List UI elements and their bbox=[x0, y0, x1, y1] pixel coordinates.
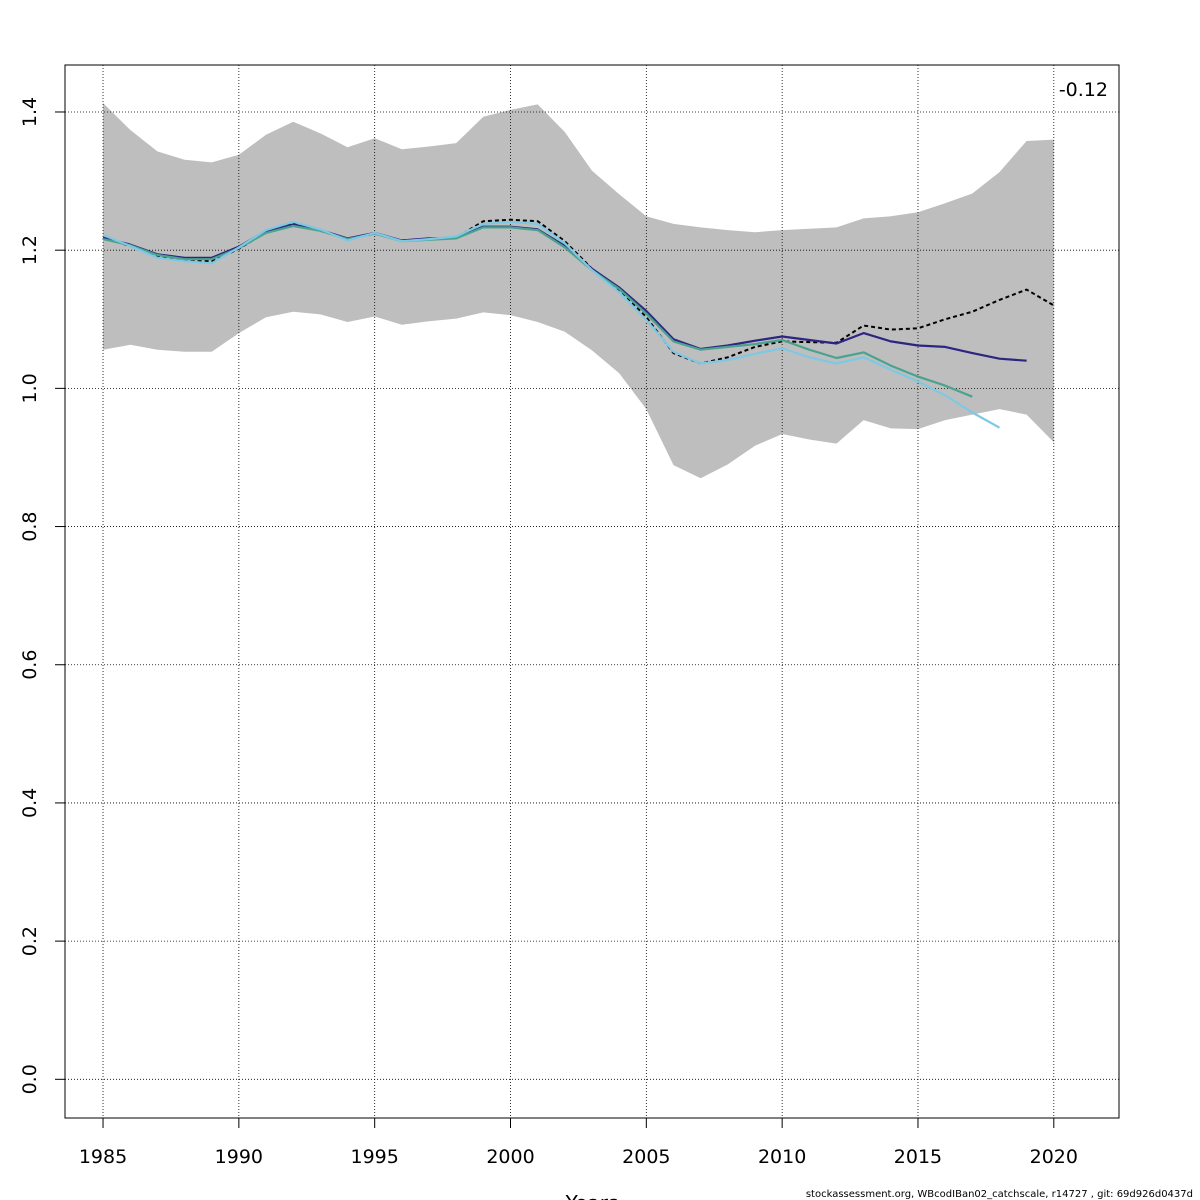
x-tick-label: 1990 bbox=[215, 1146, 263, 1168]
x-tick-label: 1995 bbox=[351, 1146, 399, 1168]
y-tick-label: 1.2 bbox=[19, 235, 41, 265]
x-axis-label: Years bbox=[565, 1191, 619, 1200]
y-tick-label: 0.0 bbox=[19, 1064, 41, 1094]
series-line-3 bbox=[102, 220, 1001, 429]
y-tick-label: 0.2 bbox=[19, 926, 41, 956]
series-line-2 bbox=[102, 224, 973, 398]
y-tick-label: 1.0 bbox=[19, 373, 41, 403]
x-tick-label: 2000 bbox=[486, 1146, 534, 1168]
confidence-band-layer bbox=[103, 103, 1054, 479]
y-tick-label: 1.4 bbox=[19, 97, 41, 127]
plot-frame bbox=[64, 64, 1120, 1119]
x-tick-label: 1985 bbox=[79, 1146, 127, 1168]
x-tick-label: 2005 bbox=[622, 1146, 670, 1168]
y-tick-label: 0.4 bbox=[19, 788, 41, 818]
x-tick-label: 2020 bbox=[1030, 1146, 1078, 1168]
confidence-band bbox=[103, 103, 1054, 479]
x-tick-label: 2010 bbox=[758, 1146, 806, 1168]
footer-text: stockassessment.org, WBcodIBan02_catchsc… bbox=[806, 1189, 1193, 1200]
x-axis: 1985 1990 1995 2000 2005 2010 2015 2020 bbox=[79, 1118, 1078, 1168]
y-tick-label: 0.6 bbox=[19, 650, 41, 680]
annotation-label: -0.12 bbox=[1059, 79, 1108, 101]
x-tick-label: 2015 bbox=[894, 1146, 942, 1168]
y-tick-label: 0.8 bbox=[19, 511, 41, 541]
y-axis: 0.0 0.2 0.4 0.6 0.8 1.0 1.2 1.4 bbox=[19, 97, 65, 1094]
series-layer bbox=[102, 218, 1055, 429]
